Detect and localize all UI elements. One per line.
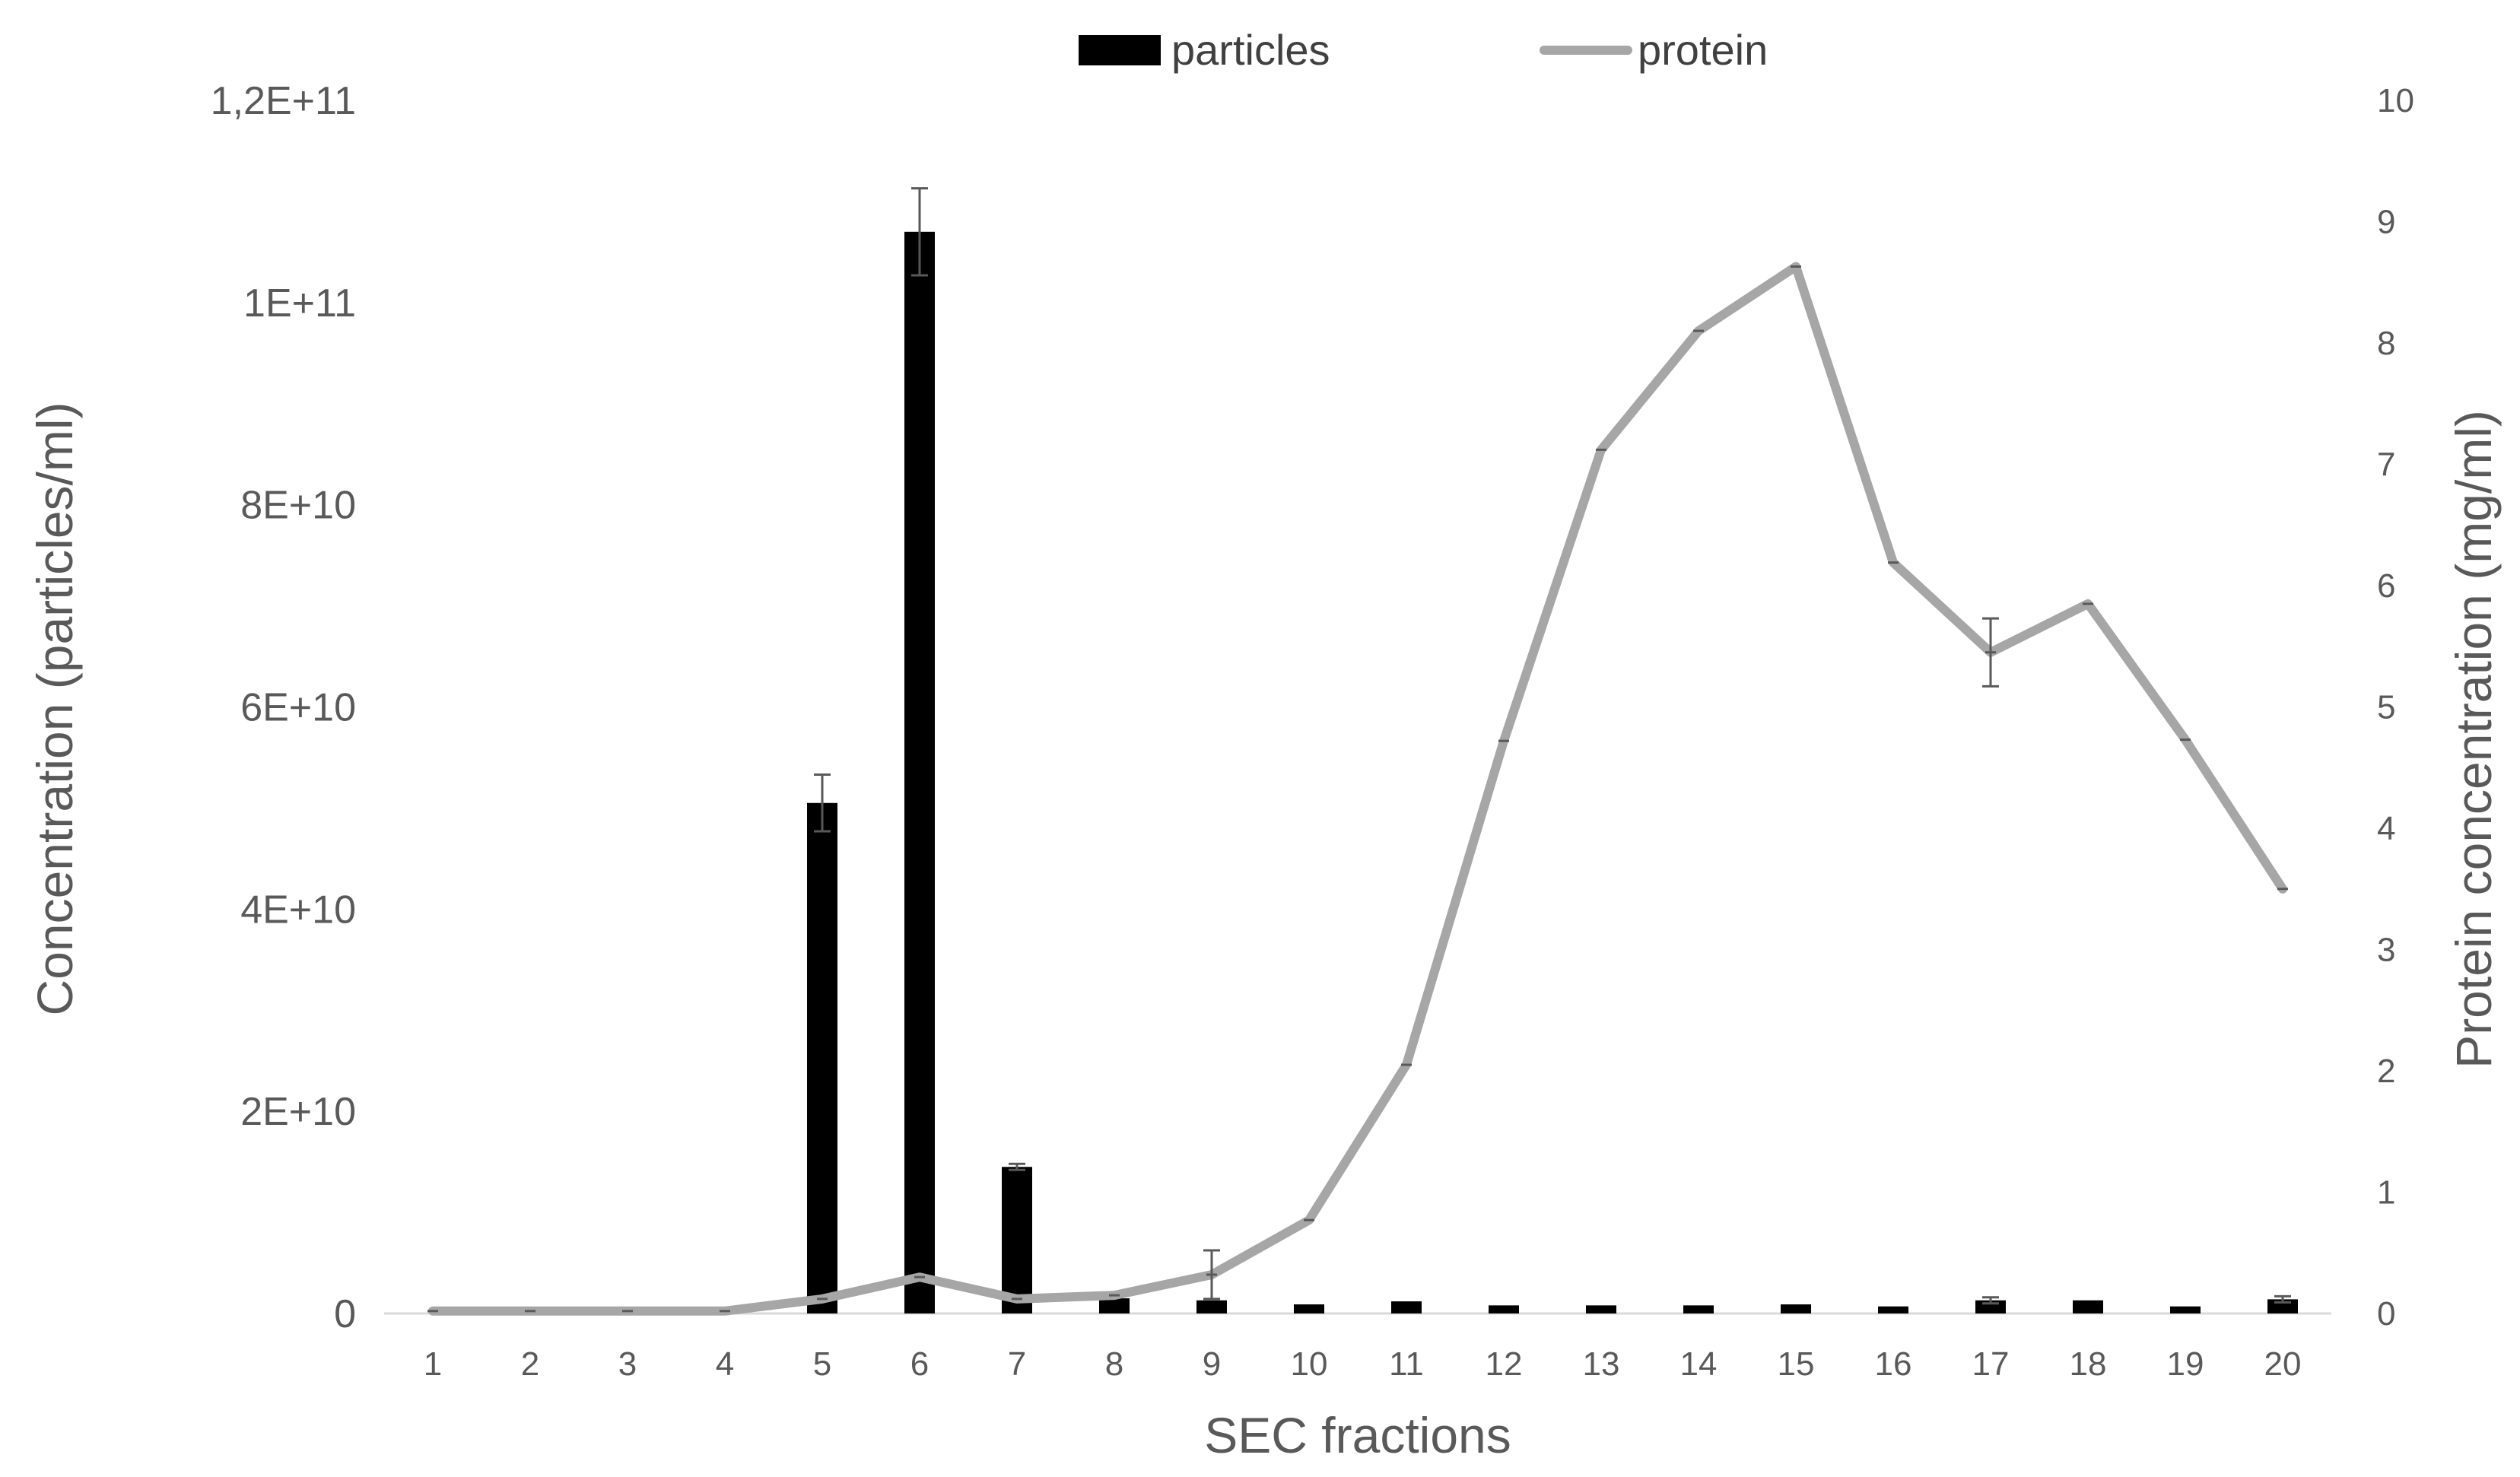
- right-tick-label: 1: [2377, 1174, 2395, 1212]
- right-tick-label: 10: [2377, 82, 2414, 119]
- legend-swatch-particles: [1079, 35, 1161, 65]
- x-tick-label: 13: [1583, 1345, 1620, 1383]
- bar: [1878, 1306, 1908, 1313]
- left-tick-label: 4E+10: [240, 888, 356, 932]
- bar: [904, 231, 935, 1314]
- legend-label-protein: protein: [1638, 26, 1768, 74]
- right-tick-label: 8: [2377, 325, 2395, 362]
- x-tick-label: 2: [521, 1345, 539, 1383]
- left-tick-label: 1E+11: [243, 281, 356, 326]
- left-tick-label: 6E+10: [240, 686, 356, 730]
- legend-label-particles: particles: [1171, 26, 1330, 74]
- left-tick-label: 2E+10: [240, 1090, 356, 1134]
- left-tick-label: 8E+10: [240, 484, 356, 528]
- left-tick-label: 0: [334, 1292, 356, 1336]
- x-tick-label: 15: [1778, 1345, 1815, 1383]
- x-tick-label: 11: [1389, 1345, 1424, 1383]
- bar-series-particles: [807, 231, 2298, 1314]
- left-axis-ticks: 0 2E+10 4E+10 6E+10 8E+10 1E+11 1,2E+11: [211, 79, 356, 1336]
- right-tick-label: 5: [2377, 689, 2395, 726]
- line-error-bars: [1203, 617, 1999, 1301]
- bar: [1002, 1167, 1032, 1313]
- line-series-protein: [427, 262, 2288, 1316]
- x-tick-label: 16: [1875, 1345, 1912, 1383]
- right-tick-label: 2: [2377, 1053, 2395, 1090]
- right-axis-ticks: 0 1 2 3 4 5 6 7 8 9 10: [2377, 82, 2414, 1332]
- right-tick-label: 6: [2377, 567, 2395, 605]
- y-axis-title-right: Protein concentration (mg/ml): [2445, 410, 2502, 1069]
- x-tick-label: 9: [1203, 1345, 1221, 1383]
- protein-line: [428, 262, 2287, 1316]
- x-tick-label: 6: [910, 1345, 929, 1383]
- x-axis-title: SEC fractions: [1204, 1407, 1511, 1463]
- x-tick-label: 18: [2070, 1345, 2107, 1383]
- x-tick-label: 3: [618, 1345, 637, 1383]
- right-tick-label: 4: [2377, 810, 2395, 847]
- bar: [1683, 1305, 1714, 1313]
- right-tick-label: 0: [2377, 1295, 2395, 1332]
- left-tick-label: 1,2E+11: [211, 79, 356, 123]
- bar: [1391, 1301, 1422, 1313]
- bar: [1099, 1298, 1130, 1313]
- bar: [1781, 1304, 1811, 1313]
- bar: [1196, 1300, 1227, 1313]
- x-tick-label: 19: [2167, 1345, 2204, 1383]
- right-tick-label: 9: [2377, 204, 2395, 241]
- legend: particles protein: [1079, 26, 1768, 74]
- x-axis-ticks: 1 2 3 4 5 6 7 8 9 10 11 12 13 14 15 16 17 18 19 20: [424, 1345, 2302, 1383]
- right-tick-label: 7: [2377, 446, 2395, 484]
- bar-error-bars: [814, 187, 2291, 1305]
- x-tick-label: 7: [1008, 1345, 1026, 1383]
- x-tick-label: 1: [424, 1345, 442, 1383]
- x-tick-label: 12: [1486, 1345, 1523, 1383]
- x-tick-label: 10: [1291, 1345, 1328, 1383]
- right-tick-label: 3: [2377, 932, 2395, 969]
- bar: [1586, 1305, 1616, 1313]
- bar: [1489, 1305, 1519, 1313]
- bar: [2170, 1306, 2201, 1313]
- bar: [807, 802, 837, 1313]
- x-tick-label: 8: [1105, 1345, 1123, 1383]
- y-axis-title-left: Concentration (particles/ml): [27, 402, 83, 1016]
- x-tick-label: 17: [1972, 1345, 2010, 1383]
- x-tick-label: 4: [716, 1345, 734, 1383]
- x-tick-label: 14: [1680, 1345, 1718, 1383]
- x-tick-label: 5: [813, 1345, 831, 1383]
- x-tick-label: 20: [2264, 1345, 2302, 1383]
- bar: [2073, 1300, 2103, 1313]
- bar: [1294, 1304, 1324, 1313]
